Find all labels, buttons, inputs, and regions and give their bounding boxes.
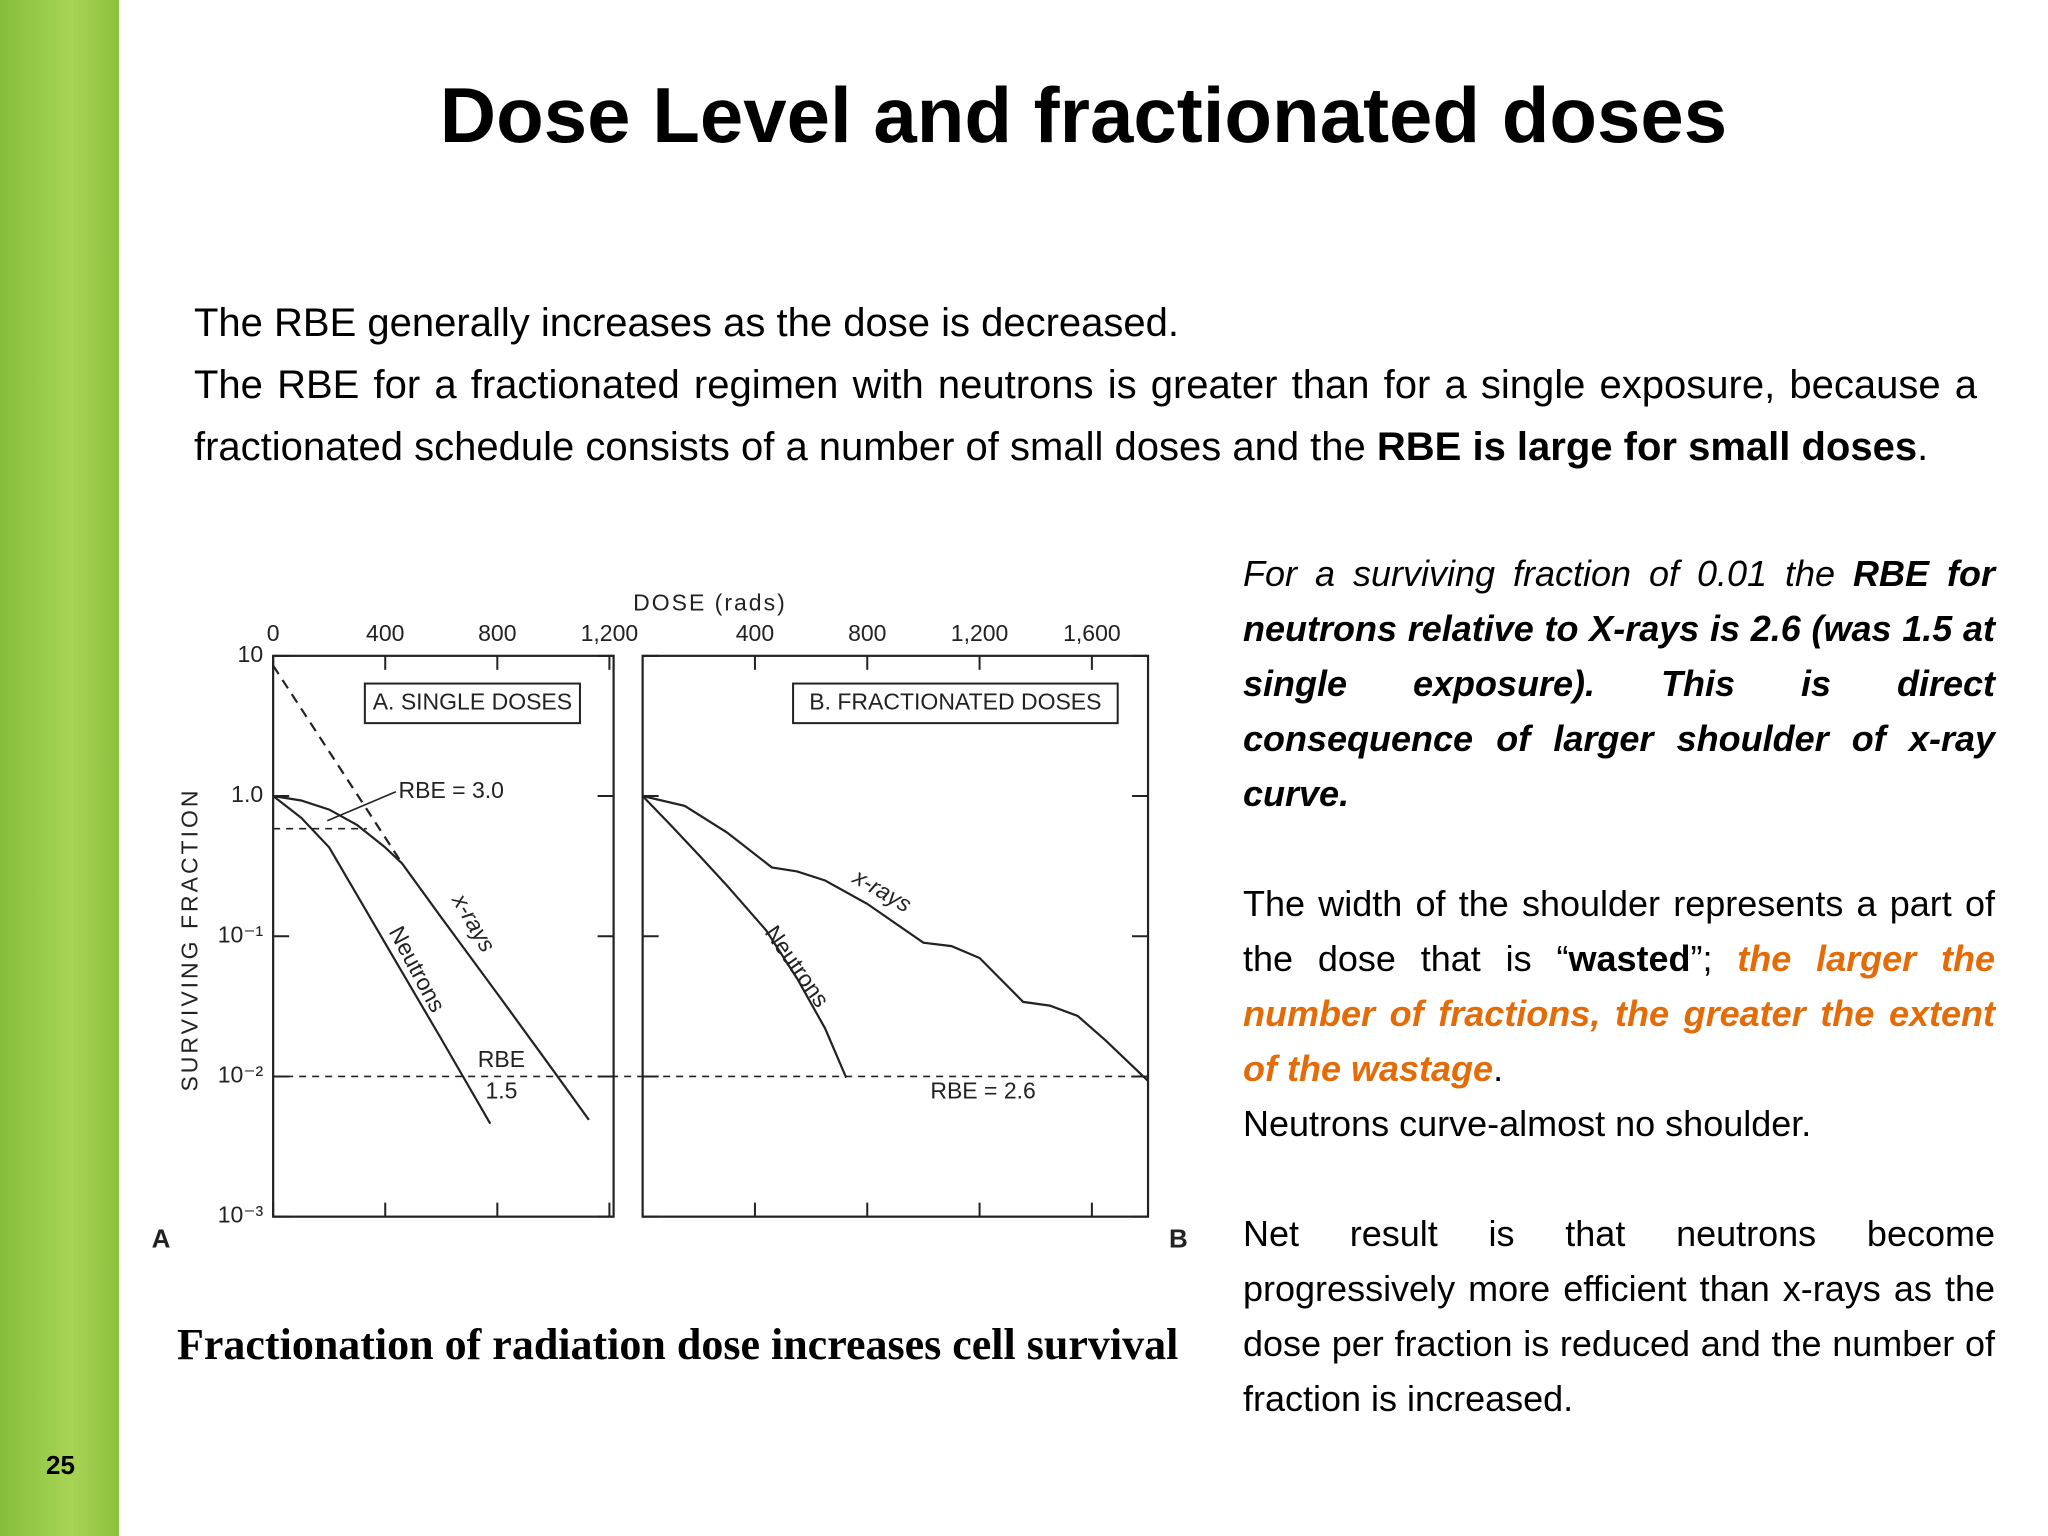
bold-text: wasted	[1568, 938, 1691, 979]
y-tick-label: 10⁻¹	[218, 921, 264, 947]
note: The width of the shoulder represents a p…	[1243, 876, 1995, 1151]
panel-frame	[272, 654, 615, 1218]
intro-paragraph: The RBE for a fractionated regimen with …	[194, 354, 1977, 478]
y-tick-label: 10⁻³	[218, 1202, 264, 1228]
bold-text: RBE for neutrons relative to X-rays is 2…	[1243, 553, 1995, 814]
curve	[273, 794, 590, 1121]
axis-title: DOSE (rads)	[633, 589, 787, 615]
x-tick-label: 400	[736, 620, 774, 646]
panel-letter: A	[152, 1223, 171, 1253]
text: .	[1917, 425, 1929, 469]
annotation: RBE = 2.6	[930, 1078, 1035, 1104]
text: .	[1493, 1048, 1504, 1089]
intro-sentence: The RBE generally increases as the dose …	[194, 301, 1179, 345]
intro: The RBE generally increases as the dose …	[194, 292, 1977, 478]
curve-label: x-rays	[848, 863, 917, 918]
text: ”;	[1690, 938, 1738, 979]
curve-label: x-rays	[447, 888, 502, 957]
x-tick-label: 1,200	[951, 620, 1009, 646]
highlight: the larger the number of fractions, the …	[1243, 938, 1995, 1089]
x-tick-label: 800	[478, 620, 516, 646]
slide-number: 25	[46, 1450, 75, 1480]
y-axis-label: SURVIVING FRACTION	[176, 788, 202, 1092]
notes: For a surviving fraction of 0.01 the RBE…	[1243, 546, 1995, 1481]
panel-title: B. FRACTIONATED DOSES	[809, 688, 1101, 714]
text: The width of the shoulder represents a p…	[1243, 883, 1995, 979]
panel-title-box	[792, 682, 1119, 725]
figure-caption: Fractionation of radiation dose increase…	[177, 1320, 1179, 1369]
bold-text: RBE is large for small doses	[1376, 425, 1918, 469]
curve	[641, 795, 848, 1079]
y-tick-label: 1.0	[231, 781, 263, 807]
x-tick-label: 1,600	[1063, 620, 1121, 646]
annotation: RBE	[478, 1046, 525, 1072]
sidebar	[0, 0, 119, 1536]
text: For a surviving fraction of 0.01 the	[1243, 553, 1854, 594]
curve-label: Neutrons	[760, 920, 835, 1011]
x-tick-label: 1,200	[581, 620, 639, 646]
extrapolation	[272, 665, 404, 865]
pointer	[326, 791, 397, 822]
curve-label: Neutrons	[384, 922, 451, 1017]
panel-title-box	[363, 682, 581, 725]
text: Neutrons curve-almost no shoulder.	[1243, 1103, 1812, 1144]
y-tick-label: 10	[238, 641, 264, 667]
note: For a surviving fraction of 0.01 the RBE…	[1243, 546, 1995, 821]
figure: DOSE (rads) SURVIVING FRACTION 0 400 800 1,20…	[152, 589, 1188, 1253]
note: Net result is that neutrons become progr…	[1243, 1213, 1995, 1419]
x-tick-label: 400	[366, 620, 404, 646]
annotation: RBE = 3.0	[399, 777, 504, 803]
x-tick-label: 0	[267, 620, 280, 646]
panel-title: A. SINGLE DOSES	[373, 688, 572, 714]
curve	[642, 794, 1149, 1082]
text: The RBE for a fractionated regimen with …	[194, 363, 1977, 469]
y-tick-label: 10⁻²	[218, 1062, 264, 1088]
annotation: 1.5	[485, 1078, 517, 1104]
curve	[272, 795, 492, 1125]
slide-title: Dose Level and fractionated doses	[439, 71, 1728, 159]
panel-frame	[641, 654, 1150, 1218]
panel-letter: B	[1169, 1223, 1188, 1253]
x-tick-label: 800	[848, 620, 886, 646]
